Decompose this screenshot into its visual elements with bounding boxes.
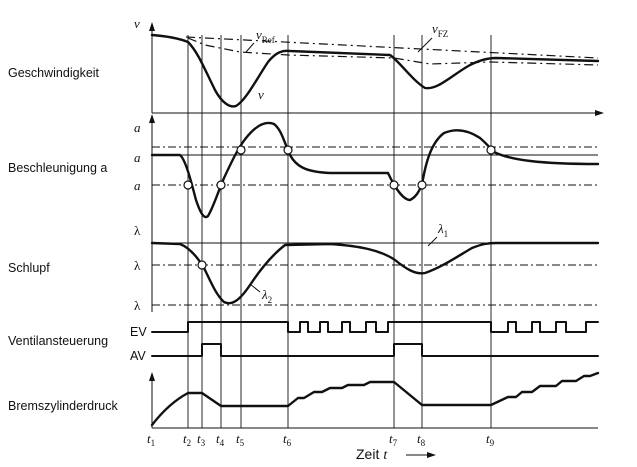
av-signal-trace <box>151 343 599 357</box>
accel-symbol-low: a <box>134 178 141 193</box>
row-label-valve-control: Ventilansteuerung <box>8 334 108 348</box>
pressure-y-arrow <box>149 372 155 381</box>
accel-event-t5 <box>236 145 246 155</box>
v-ref-label: vRef <box>256 27 275 45</box>
lambda1-pointer <box>427 236 438 247</box>
v-fz-label: vFZ <box>432 21 448 39</box>
wheel-speed-label: v <box>258 87 264 102</box>
lambda2-label: λ2 <box>261 287 272 305</box>
accel-event-t9 <box>486 145 496 155</box>
accel-event-t2 <box>183 180 193 190</box>
v-fz-pointer <box>417 37 433 53</box>
pressure-panel <box>149 371 600 428</box>
tick-label-t3: t3 <box>197 431 206 448</box>
time-axis-arrow-head <box>427 452 436 458</box>
tick-label-t9: t9 <box>486 431 495 448</box>
accel-event-t4 <box>216 180 226 190</box>
accel-event-t7 <box>389 180 399 190</box>
vehicle-speed-curve <box>185 36 599 59</box>
slip-event-t3 <box>197 260 207 270</box>
tick-label-t2: t2 <box>183 431 191 448</box>
accel-y-arrow <box>149 114 155 123</box>
lambda1-label: λ1 <box>437 221 448 239</box>
row-label-brake-pressure: Bremszylinderdruck <box>8 399 119 413</box>
accel-symbol-top: a <box>134 120 141 135</box>
time-axis: t1 t2 t3 t4 t5 t6 t7 t8 t9 Zeit t <box>147 427 598 463</box>
slip-symbol-top: λ <box>134 223 141 238</box>
speed-y-arrow <box>149 22 155 31</box>
slip-symbol-low: λ <box>134 298 141 313</box>
ev-signal-label: EV <box>130 325 147 339</box>
ev-signal-trace <box>151 321 599 333</box>
speed-x-arrow <box>595 110 604 116</box>
speed-axis-symbol: v <box>134 16 140 31</box>
tick-label-t6: t6 <box>283 431 292 448</box>
accel-event-t8 <box>417 180 427 190</box>
slip-symbol-mid: λ <box>134 258 141 273</box>
time-axis-title: Zeit t <box>356 446 388 463</box>
wheel-acceleration-curve <box>150 121 600 219</box>
reference-speed-curve <box>187 37 599 66</box>
tick-label-t7: t7 <box>389 431 398 448</box>
accel-event-t6 <box>283 145 293 155</box>
row-label-speed: Geschwindigkeit <box>8 66 100 80</box>
brake-pressure-curve <box>150 371 600 427</box>
valve-panel: EV AV <box>130 321 599 363</box>
tick-label-t8: t8 <box>417 431 426 448</box>
v-ref-pointer <box>245 42 255 53</box>
lambda2-pointer <box>249 283 261 293</box>
tick-label-t5: t5 <box>236 431 245 448</box>
row-label-slip: Schlupf <box>8 261 50 275</box>
tick-label-t4: t4 <box>216 431 225 448</box>
tick-label-t1: t1 <box>147 431 155 448</box>
av-signal-label: AV <box>130 349 146 363</box>
wheel-speed-curve <box>150 33 600 108</box>
accel-symbol-mid: a <box>134 150 141 165</box>
acceleration-panel: a a a <box>134 114 600 225</box>
row-label-acceleration: Beschleunigung a <box>8 161 107 175</box>
wheel-slip-curve <box>150 241 600 305</box>
slip-panel: λ λ λ λ1 λ2 <box>134 221 600 313</box>
speed-panel: v vRef vFZ v <box>134 16 604 116</box>
